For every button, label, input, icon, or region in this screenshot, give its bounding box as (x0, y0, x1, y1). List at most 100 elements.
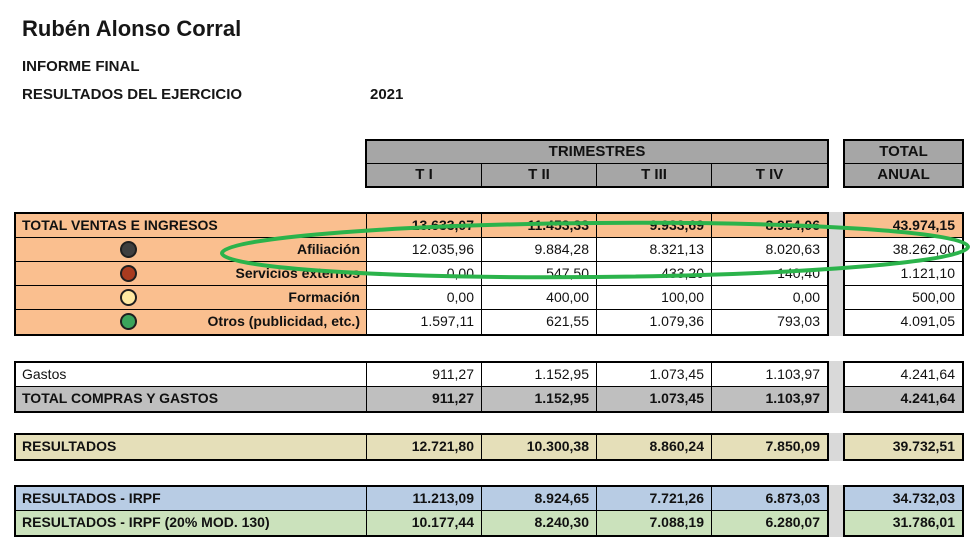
table-row: Gastos 911,27 1.152,95 1.073,45 1.103,97 (16, 363, 827, 387)
table-row: Afiliación 12.035,96 9.884,28 8.321,13 8.020… (16, 238, 827, 262)
annual-total-cell: 34.732,03 (845, 487, 962, 510)
total-header-line2: ANUAL (845, 164, 962, 186)
quarter-value-cell: 11.213,09 (367, 487, 482, 510)
row-label-cell: RESULTADOS - IRPF (16, 487, 367, 510)
quarter-value-cell: 10.177,44 (367, 511, 482, 535)
row-label: Servicios externos (235, 265, 360, 281)
section-gastos-annual-totals: 4.241,64 4.241,64 (843, 361, 964, 413)
quarter-value-cell: 1.079,36 (597, 310, 712, 334)
quarter-value-cell: 8.860,24 (597, 435, 712, 459)
row-label: RESULTADOS - IRPF (22, 490, 161, 506)
row-label: RESULTADOS - IRPF (20% MOD. 130) (22, 514, 270, 530)
quarter-value-cell: 13.633,07 (367, 214, 482, 237)
annual-total-cell: 43.974,15 (845, 214, 962, 237)
quarter-header-t-ii: T II (482, 164, 597, 186)
quarter-header-t-iii: T III (597, 164, 712, 186)
quarter-value-cell: 400,00 (482, 286, 597, 309)
quarter-value-cell: 793,03 (712, 310, 827, 334)
annual-total-cell: 39.732,51 (845, 435, 962, 459)
row-label-cell: TOTAL VENTAS E INGRESOS (16, 214, 367, 237)
section-resultados-annual-totals: 39.732,51 (843, 433, 964, 461)
quarter-value-cell: 11.453,33 (482, 214, 597, 237)
total-row: 34.732,03 (845, 487, 962, 511)
quarter-value-cell: 7.088,19 (597, 511, 712, 535)
row-label-cell: Formación (16, 286, 367, 309)
quarter-value-cell: 1.103,97 (712, 387, 827, 411)
quarter-value-cell: 8.321,13 (597, 238, 712, 261)
row-label-cell: RESULTADOS (16, 435, 367, 459)
quarter-value-cell: 8.924,65 (482, 487, 597, 510)
quarter-value-cell: 140,40 (712, 262, 827, 285)
annual-total-header-block: TOTAL ANUAL (843, 139, 964, 188)
quarter-value-cell: 1.073,45 (597, 387, 712, 411)
annual-total-cell: 4.241,64 (845, 363, 962, 386)
annual-total-cell: 4.091,05 (845, 310, 962, 334)
row-label-cell: TOTAL COMPRAS Y GASTOS (16, 387, 367, 411)
quarter-value-cell: 0,00 (712, 286, 827, 309)
spacer-strip (829, 485, 843, 537)
quarter-value-cell: 9.933,69 (597, 214, 712, 237)
row-label: RESULTADOS (22, 438, 117, 454)
row-label-cell: Afiliación (16, 238, 367, 261)
total-row: 4.091,05 (845, 310, 962, 334)
quarter-value-cell: 621,55 (482, 310, 597, 334)
total-row: 39.732,51 (845, 435, 962, 459)
quarter-value-cell: 1.103,97 (712, 363, 827, 386)
total-row: 4.241,64 (845, 363, 962, 387)
report-title-line1: INFORME FINAL (22, 58, 140, 75)
row-label-cell: Otros (publicidad, etc.) (16, 310, 367, 334)
row-label: Afiliación (296, 241, 360, 257)
total-row: 500,00 (845, 286, 962, 310)
section-ingresos-annual-totals: 43.974,15 38.262,00 1.121,10 500,00 4.091,05 (843, 212, 964, 336)
quarter-value-cell: 7.721,26 (597, 487, 712, 510)
row-label: TOTAL COMPRAS Y GASTOS (22, 390, 219, 406)
quarter-value-cell: 7.850,09 (712, 435, 827, 459)
quarter-header-t-i: T I (367, 164, 482, 186)
quarter-value-cell: 0,00 (367, 262, 482, 285)
total-row: 1.121,10 (845, 262, 962, 286)
quarter-value-cell: 911,27 (367, 387, 482, 411)
table-row: RESULTADOS - IRPF 11.213,09 8.924,65 7.721,… (16, 487, 827, 511)
quarter-value-cell: 1.597,11 (367, 310, 482, 334)
quarter-value-cell: 8.020,63 (712, 238, 827, 261)
total-row: 4.241,64 (845, 387, 962, 411)
table-row: TOTAL VENTAS E INGRESOS 13.633,07 11.453,3… (16, 214, 827, 238)
row-label-cell: RESULTADOS - IRPF (20% MOD. 130) (16, 511, 367, 535)
quarter-value-cell: 1.152,95 (482, 363, 597, 386)
quarter-value-cell: 1.152,95 (482, 387, 597, 411)
quarter-value-cell: 10.300,38 (482, 435, 597, 459)
annual-total-cell: 38.262,00 (845, 238, 962, 261)
quarters-title: TRIMESTRES (367, 141, 827, 164)
section-irpf-annual-totals: 34.732,03 31.786,01 (843, 485, 964, 537)
total-row: 43.974,15 (845, 214, 962, 238)
total-row: 31.786,01 (845, 511, 962, 535)
row-label: Formación (288, 289, 360, 305)
quarter-value-cell: 911,27 (367, 363, 482, 386)
table-row: Formación 0,00 400,00 100,00 0,00 (16, 286, 827, 310)
quarter-value-cell: 547,50 (482, 262, 597, 285)
report-title-line2: RESULTADOS DEL EJERCICIO (22, 86, 243, 103)
report-year: 2021 (370, 86, 404, 103)
row-label: Gastos (22, 366, 67, 382)
section-irpf: RESULTADOS - IRPF 11.213,09 8.924,65 7.721,… (14, 485, 829, 537)
row-label: TOTAL VENTAS E INGRESOS (22, 217, 218, 233)
quarter-value-cell: 12.721,80 (367, 435, 482, 459)
spacer-strip (829, 361, 843, 413)
section-ingresos: TOTAL VENTAS E INGRESOS 13.633,07 11.453,3… (14, 212, 829, 336)
total-row: 38.262,00 (845, 238, 962, 262)
afiliacion-dot-icon (120, 241, 137, 258)
servicios-externos-dot-icon (120, 265, 137, 282)
otros-dot-icon (120, 313, 137, 330)
section-gastos: Gastos 911,27 1.152,95 1.073,45 1.103,97 TOTA… (14, 361, 829, 413)
annual-total-cell: 31.786,01 (845, 511, 962, 535)
report-author: Rubén Alonso Corral (22, 16, 242, 41)
row-label-cell: Servicios externos (16, 262, 367, 285)
annual-total-cell: 500,00 (845, 286, 962, 309)
quarter-value-cell: 6.873,03 (712, 487, 827, 510)
quarter-value-cell: 433,20 (597, 262, 712, 285)
total-header-line1: TOTAL (845, 141, 962, 164)
quarter-header-t-iv: T IV (755, 166, 784, 183)
